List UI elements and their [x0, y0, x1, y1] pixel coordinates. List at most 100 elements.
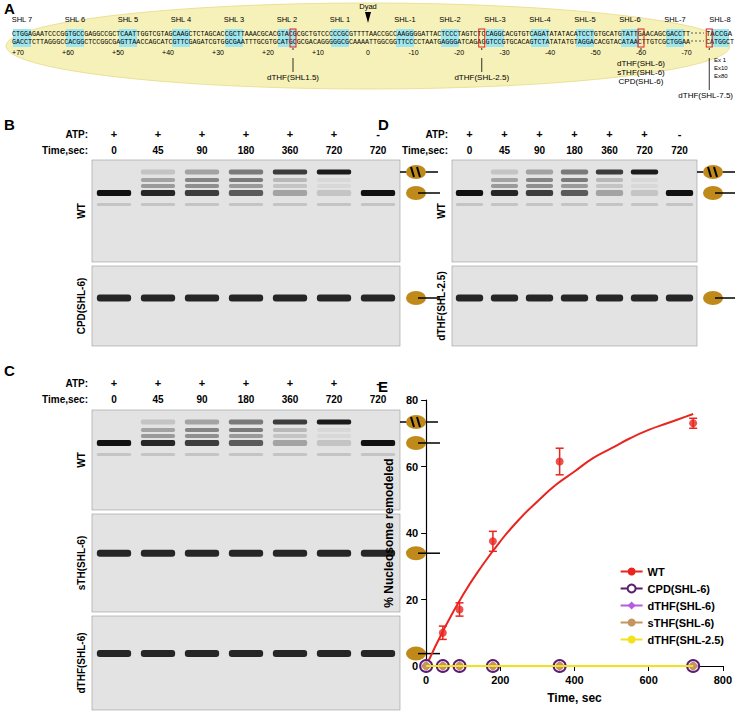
- svg-text:-: -: [376, 128, 380, 140]
- svg-text:-10: -10: [408, 49, 418, 56]
- svg-text:45: 45: [152, 145, 164, 156]
- svg-text:+: +: [331, 377, 337, 389]
- svg-text:Time,sec:: Time,sec:: [42, 145, 88, 156]
- svg-text:0: 0: [467, 145, 473, 156]
- svg-text:dTHF(SHL-2.5): dTHF(SHL-2.5): [454, 73, 509, 82]
- svg-text:360: 360: [282, 145, 299, 156]
- svg-text:+: +: [536, 128, 542, 140]
- svg-text:TACCGA: TACCGA: [706, 30, 733, 38]
- svg-text:sTHF(SHL-6): sTHF(SHL-6): [648, 617, 715, 629]
- svg-text:40: 40: [406, 527, 418, 539]
- svg-text:Time, sec: Time, sec: [547, 691, 602, 705]
- svg-text:180: 180: [238, 145, 255, 156]
- svg-text:90: 90: [196, 145, 208, 156]
- svg-text:45: 45: [499, 145, 511, 156]
- svg-text:+20: +20: [262, 49, 274, 56]
- svg-text:180: 180: [566, 145, 583, 156]
- svg-text:+: +: [501, 128, 507, 140]
- svg-text:SHL-3: SHL-3: [484, 15, 505, 24]
- svg-text:20: 20: [406, 594, 418, 606]
- svg-text:+: +: [641, 128, 647, 140]
- svg-text:-20: -20: [454, 49, 464, 56]
- svg-text:SHL 7: SHL 7: [12, 15, 33, 24]
- svg-text:180: 180: [238, 394, 255, 405]
- svg-text:200: 200: [491, 674, 509, 686]
- svg-text:Dyad: Dyad: [359, 2, 377, 11]
- svg-text:60: 60: [406, 461, 418, 473]
- svg-text:sTH(SHL-6): sTH(SHL-6): [76, 536, 87, 590]
- svg-text:+60: +60: [62, 49, 74, 56]
- svg-text:Ex10: Ex10: [714, 65, 728, 71]
- svg-text:dTHF(SHL-6): dTHF(SHL-6): [617, 59, 665, 68]
- svg-text:CTGGAGAATCCCGGTGCCGAGGCCGCTCAA: CTGGAGAATCCCGGTGCCGAGGCCGCTCAATTGGTCGTAG…: [12, 30, 690, 38]
- svg-text:0: 0: [412, 660, 418, 672]
- svg-text:dTHF(SHL1.5): dTHF(SHL1.5): [267, 73, 319, 82]
- svg-text:B: B: [4, 116, 15, 133]
- svg-text:800: 800: [714, 674, 732, 686]
- svg-text:90: 90: [196, 394, 208, 405]
- svg-text:ATP:: ATP:: [425, 129, 448, 140]
- svg-text:+40: +40: [162, 49, 174, 56]
- svg-text:720: 720: [370, 145, 387, 156]
- svg-text:-40: -40: [545, 49, 555, 56]
- svg-text:+: +: [243, 128, 249, 140]
- svg-text:-70: -70: [681, 49, 691, 56]
- svg-text:+: +: [606, 128, 612, 140]
- svg-text:WT: WT: [436, 203, 447, 219]
- svg-text:dTHF(SHL-6): dTHF(SHL-6): [648, 600, 716, 612]
- svg-text:+: +: [466, 128, 472, 140]
- svg-text:Ex 1: Ex 1: [714, 57, 727, 63]
- svg-text:SHL 6: SHL 6: [65, 15, 86, 24]
- svg-text:dTHF(SHL-6): dTHF(SHL-6): [76, 632, 87, 693]
- svg-text:0: 0: [366, 49, 370, 56]
- svg-text:+: +: [155, 377, 161, 389]
- svg-text:90: 90: [534, 145, 546, 156]
- svg-text:C: C: [4, 362, 15, 379]
- svg-text:SHL-5: SHL-5: [574, 15, 595, 24]
- svg-text:-: -: [678, 128, 682, 140]
- svg-text:400: 400: [565, 674, 583, 686]
- svg-text:+: +: [571, 128, 577, 140]
- svg-text:Time,sec:: Time,sec:: [42, 394, 88, 405]
- svg-text:SHL-8: SHL-8: [709, 15, 730, 24]
- svg-text:45: 45: [152, 394, 164, 405]
- svg-text:+: +: [199, 377, 205, 389]
- svg-text:+: +: [199, 128, 205, 140]
- svg-text:WT: WT: [648, 566, 665, 578]
- svg-text:dTHF(SHL-7.5): dTHF(SHL-7.5): [678, 91, 733, 100]
- svg-text:SHL-1: SHL-1: [394, 15, 415, 24]
- svg-text:0: 0: [111, 394, 117, 405]
- svg-text:80: 80: [406, 394, 418, 406]
- svg-text:SHL 1: SHL 1: [330, 15, 351, 24]
- svg-text:CPD(SHL-6): CPD(SHL-6): [648, 583, 711, 595]
- svg-text:720: 720: [326, 145, 343, 156]
- svg-text:-30: -30: [499, 49, 509, 56]
- svg-text:600: 600: [639, 674, 657, 686]
- svg-text:+: +: [331, 128, 337, 140]
- svg-text:720: 720: [370, 394, 387, 405]
- svg-text:SHL 2: SHL 2: [277, 15, 298, 24]
- svg-text:720: 720: [671, 145, 688, 156]
- svg-text:SHL 5: SHL 5: [118, 15, 139, 24]
- svg-text:+: +: [243, 377, 249, 389]
- svg-text:+: +: [111, 128, 117, 140]
- svg-text:WT: WT: [76, 452, 87, 468]
- svg-text:WT: WT: [76, 203, 87, 219]
- svg-text:% Nucleosome remodeled: % Nucleosome remodeled: [382, 458, 396, 607]
- svg-text:CPD(SHL-6): CPD(SHL-6): [76, 278, 87, 335]
- svg-text:dTHF(SHL-2.5): dTHF(SHL-2.5): [648, 634, 725, 646]
- svg-text:-: -: [376, 377, 380, 389]
- svg-text:360: 360: [282, 394, 299, 405]
- svg-text:+: +: [287, 128, 293, 140]
- svg-text:0: 0: [423, 674, 429, 686]
- svg-text:720: 720: [636, 145, 653, 156]
- svg-text:CATGGCT: CATGGCT: [706, 38, 734, 46]
- svg-text:GACCTCTTAGGGCCACGGCTCCGGCGAGTT: GACCTCTTAGGGCCACGGCTCCGGCGAGTTAACCAGCATC…: [12, 38, 691, 46]
- svg-text:ATP:: ATP:: [65, 129, 88, 140]
- svg-text:dTHF(SHL-2.5): dTHF(SHL-2.5): [436, 271, 447, 340]
- svg-text:0: 0: [111, 145, 117, 156]
- svg-text:SHL-6: SHL-6: [619, 15, 640, 24]
- svg-text:Time,sec:: Time,sec:: [402, 145, 448, 156]
- svg-text:+70: +70: [12, 49, 24, 56]
- svg-text:Ex80: Ex80: [714, 73, 728, 79]
